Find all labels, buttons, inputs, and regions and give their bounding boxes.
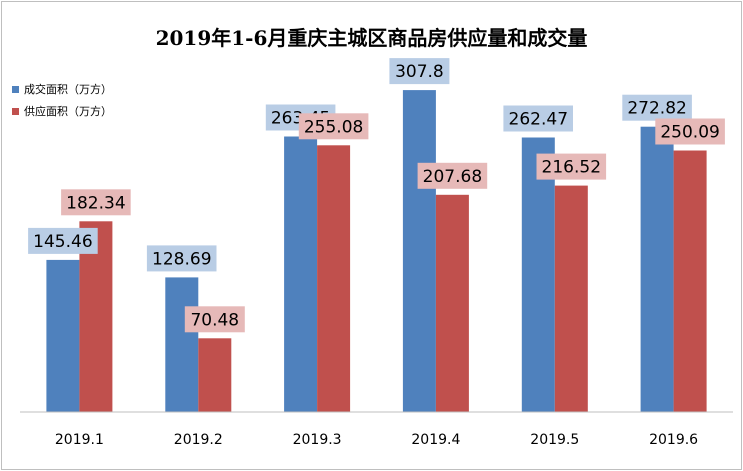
legend-label-deal-area: 成交面积（万方） [24,83,112,96]
data-labels-layer: 145.46182.34128.6970.48263.45255.08307.8… [28,58,725,333]
x-tick-label-2019.1: 2019.1 [55,432,104,448]
data-label-text: 207.68 [423,167,482,187]
data-label-deal-2019.6: 272.82 [622,94,692,121]
legend-label-supply-area: 供应面积（万方） [24,105,112,118]
data-label-text: 250.09 [660,123,719,143]
data-label-bg [389,58,450,85]
x-tick-label-2019.5: 2019.5 [530,432,579,448]
data-label-supply-2019.5: 216.52 [536,153,607,180]
data-label-text: 255.08 [304,117,363,137]
bar-deal-2019.4 [402,90,436,412]
data-label-supply-2019.1: 182.34 [61,189,131,216]
x-tick-label-2019.6: 2019.6 [649,432,698,448]
x-tick-label-2019.3: 2019.3 [293,432,342,448]
data-label-bg [503,105,573,132]
data-label-text: 262.47 [509,110,568,130]
legend-swatch-supply-area [12,107,19,115]
legend-item-deal-area: 成交面积（万方） [12,78,112,100]
data-label-supply-2019.6: 250.09 [655,118,725,145]
data-label-text: 70.48 [190,310,239,330]
x-tick-label-2019.2: 2019.2 [174,432,223,448]
chart-title: 2019年1-6月重庆主城区商品房供应量和成交量 [155,26,588,50]
data-label-deal-2019.5: 262.47 [503,105,573,132]
data-label-deal-2019.2: 128.69 [146,245,217,272]
legend-item-supply-area: 供应面积（万方） [12,100,112,122]
bar-supply-2019.5 [554,185,588,412]
data-label-supply-2019.2: 70.48 [184,306,245,333]
data-label-text: 272.82 [627,99,686,119]
legend-swatch-deal-area [12,85,19,93]
data-label-bg [28,227,98,254]
data-label-bg [184,306,245,333]
data-label-bg [655,118,725,145]
data-label-text: 145.46 [33,232,92,252]
x-tick-label-2019.4: 2019.4 [411,432,460,448]
bar-supply-2019.3 [317,145,351,413]
data-label-bg [622,94,692,121]
data-label-supply-2019.4: 207.68 [417,162,488,189]
bar-deal-2019.1 [46,259,80,412]
bar-supply-2019.6 [673,150,707,412]
data-label-bg [536,153,607,180]
bar-deal-2019.5 [521,137,555,412]
bar-deal-2019.2 [165,277,199,412]
data-label-deal-2019.1: 145.46 [28,227,98,254]
data-label-bg [298,113,369,140]
data-label-supply-2019.3: 255.08 [298,113,369,140]
data-label-text: 128.69 [152,249,211,269]
data-label-text: 307.8 [395,62,444,82]
bar-deal-2019.6 [640,126,674,412]
bars-layer [46,90,707,413]
bar-supply-2019.4 [435,194,469,412]
data-label-bg [417,162,488,189]
data-label-text: 216.52 [542,158,601,178]
data-label-bg [146,245,217,272]
bar-supply-2019.2 [198,338,232,412]
data-label-text: 182.34 [66,193,125,213]
bar-deal-2019.3 [284,136,318,412]
x-tick-labels-layer: 2019.1 2019.2 2019.3 2019.4 2019.5 2019.6 [55,432,698,448]
data-label-deal-2019.4: 307.8 [389,58,450,85]
data-label-bg [61,189,131,216]
legend: 成交面积（万方） 供应面积（万方） [12,78,112,122]
